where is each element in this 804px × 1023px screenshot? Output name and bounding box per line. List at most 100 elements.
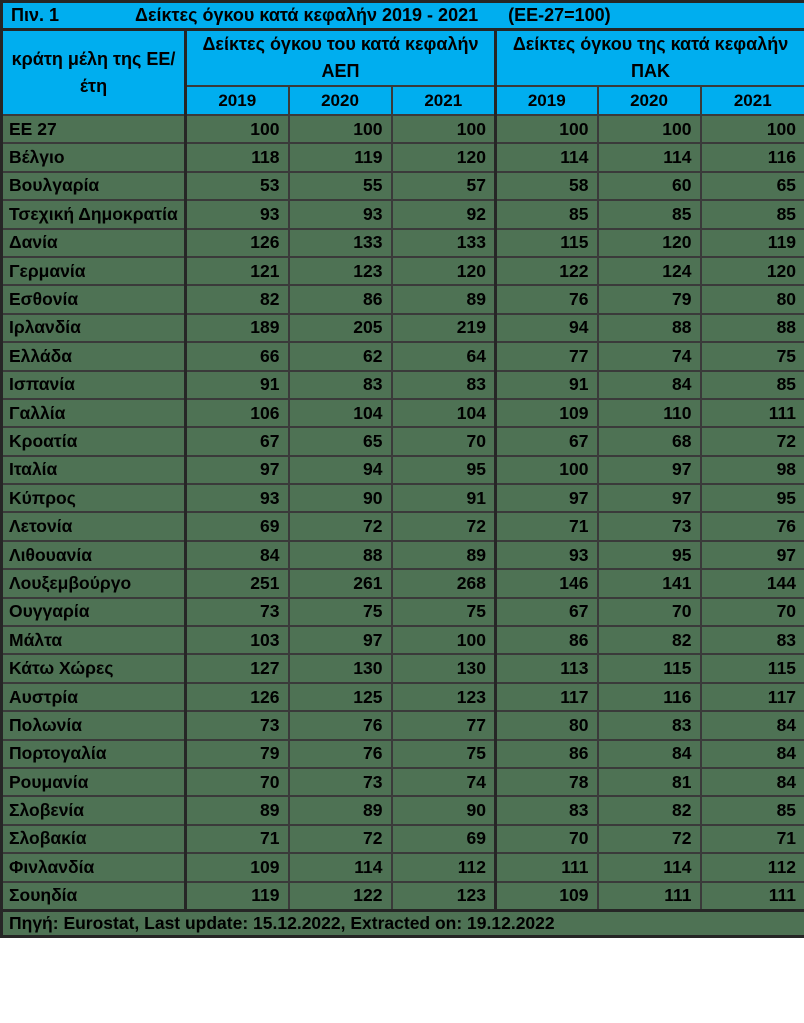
aic-value-cell: 109 [494, 397, 599, 429]
aic-value-cell: 78 [494, 766, 599, 798]
country-cell: Ρουμανία [0, 766, 187, 798]
gdp-value-cell: 70 [184, 766, 290, 798]
gdp-value-cell: 100 [390, 113, 497, 145]
aic-value-cell: 84 [699, 766, 804, 798]
aic-value-cell: 84 [596, 369, 702, 400]
country-cell: Σουηδία [0, 880, 187, 912]
aic-value-cell: 111 [699, 397, 804, 429]
table-row: Ρουμανία 70 73 74 78 81 84 [0, 766, 804, 798]
aic-value-cell: 80 [494, 710, 599, 741]
gdp-value-cell: 90 [287, 483, 393, 514]
gdp-value-cell: 93 [184, 483, 290, 514]
gdp-value-cell: 133 [390, 227, 497, 258]
country-cell: Βέλγιο [0, 142, 187, 173]
gdp-value-cell: 127 [184, 653, 290, 684]
gdp-value-cell: 95 [390, 454, 497, 486]
gdp-value-cell: 93 [287, 199, 393, 230]
row-header-line1: κράτη μέλη της ΕΕ/ [11, 48, 176, 69]
year-header-aic-2021: 2021 [699, 85, 804, 116]
gdp-value-cell: 103 [184, 625, 290, 656]
aic-value-cell: 100 [596, 113, 702, 145]
volume-indices-table: Πιν. 1 Δείκτες όγκου κατά κεφαλήν 2019 -… [0, 0, 804, 938]
table-row: ΕΕ 27 100 100 100 100 100 100 [0, 113, 804, 145]
gdp-value-cell: 100 [390, 625, 497, 656]
gdp-value-cell: 65 [287, 426, 393, 457]
table-row: Γαλλία 106 104 104 109 110 111 [0, 397, 804, 429]
aic-value-cell: 93 [494, 539, 599, 571]
gdp-value-cell: 74 [390, 766, 497, 798]
table-row: Ελλάδα 66 62 64 77 74 75 [0, 341, 804, 372]
country-cell: Ισπανία [0, 369, 187, 400]
table-row: Ισπανία 91 83 83 91 84 85 [0, 369, 804, 400]
gdp-value-cell: 76 [287, 710, 393, 741]
gdp-value-cell: 130 [287, 653, 393, 684]
table-row: Αυστρία 126 125 123 117 116 117 [0, 681, 804, 713]
country-cell: Γαλλία [0, 397, 187, 429]
gdp-value-cell: 72 [287, 823, 393, 855]
gdp-value-cell: 69 [184, 511, 290, 542]
group-aic-line2: ΠΑΚ [631, 61, 671, 81]
gdp-value-cell: 53 [184, 170, 290, 202]
aic-value-cell: 58 [494, 170, 599, 202]
aic-value-cell: 70 [699, 596, 804, 628]
country-cell: Λετονία [0, 511, 187, 542]
gdp-value-cell: 261 [287, 568, 393, 599]
group-aic-line1: Δείκτες όγκου της κατά κεφαλήν [512, 34, 789, 54]
gdp-value-cell: 92 [390, 199, 497, 230]
gdp-value-cell: 100 [184, 113, 290, 145]
aic-value-cell: 83 [596, 710, 702, 741]
gdp-value-cell: 189 [184, 312, 290, 344]
country-cell: Πορτογαλία [0, 738, 187, 769]
aic-value-cell: 85 [494, 199, 599, 230]
gdp-value-cell: 67 [184, 426, 290, 457]
gdp-value-cell: 219 [390, 312, 497, 344]
gdp-value-cell: 76 [287, 738, 393, 769]
aic-value-cell: 85 [596, 199, 702, 230]
aic-value-cell: 83 [494, 795, 599, 826]
group-header-gdp: Δείκτες όγκου του κατά κεφαλήν ΑΕΠ [184, 28, 497, 87]
gdp-value-cell: 75 [287, 596, 393, 628]
country-cell: Φινλανδία [0, 852, 187, 883]
aic-value-cell: 95 [699, 483, 804, 514]
gdp-value-cell: 109 [184, 852, 290, 883]
table-row: Φινλανδία 109 114 112 111 114 112 [0, 852, 804, 883]
gdp-value-cell: 73 [287, 766, 393, 798]
table-row: Ιταλία 97 94 95 100 97 98 [0, 454, 804, 486]
aic-value-cell: 65 [699, 170, 804, 202]
aic-value-cell: 100 [494, 113, 599, 145]
gdp-value-cell: 73 [184, 710, 290, 741]
gdp-value-cell: 72 [287, 511, 393, 542]
aic-value-cell: 71 [494, 511, 599, 542]
country-cell: Τσεχική Δημοκρατία [0, 199, 187, 230]
table-title: Πιν. 1 Δείκτες όγκου κατά κεφαλήν 2019 -… [0, 0, 804, 31]
gdp-value-cell: 97 [184, 454, 290, 486]
table-row: Κάτω Χώρες 127 130 130 113 115 115 [0, 653, 804, 684]
gdp-value-cell: 114 [287, 852, 393, 883]
gdp-value-cell: 90 [390, 795, 497, 826]
gdp-value-cell: 83 [287, 369, 393, 400]
aic-value-cell: 114 [494, 142, 599, 173]
country-cell: Λιθουανία [0, 539, 187, 571]
table-row: Ιρλανδία 189 205 219 94 88 88 [0, 312, 804, 344]
aic-value-cell: 85 [699, 795, 804, 826]
aic-value-cell: 115 [699, 653, 804, 684]
aic-value-cell: 97 [494, 483, 599, 514]
aic-value-cell: 71 [699, 823, 804, 855]
gdp-value-cell: 89 [390, 539, 497, 571]
country-cell: ΕΕ 27 [0, 113, 187, 145]
gdp-value-cell: 75 [390, 596, 497, 628]
country-cell: Κάτω Χώρες [0, 653, 187, 684]
gdp-value-cell: 126 [184, 681, 290, 713]
table-row: Ουγγαρία 73 75 75 67 70 70 [0, 596, 804, 628]
aic-value-cell: 117 [699, 681, 804, 713]
aic-value-cell: 111 [494, 852, 599, 883]
gdp-value-cell: 119 [184, 880, 290, 912]
aic-value-cell: 60 [596, 170, 702, 202]
gdp-value-cell: 126 [184, 227, 290, 258]
aic-value-cell: 70 [494, 823, 599, 855]
gdp-value-cell: 77 [390, 710, 497, 741]
gdp-value-cell: 118 [184, 142, 290, 173]
gdp-value-cell: 66 [184, 341, 290, 372]
aic-value-cell: 122 [494, 255, 599, 287]
aic-value-cell: 120 [596, 227, 702, 258]
